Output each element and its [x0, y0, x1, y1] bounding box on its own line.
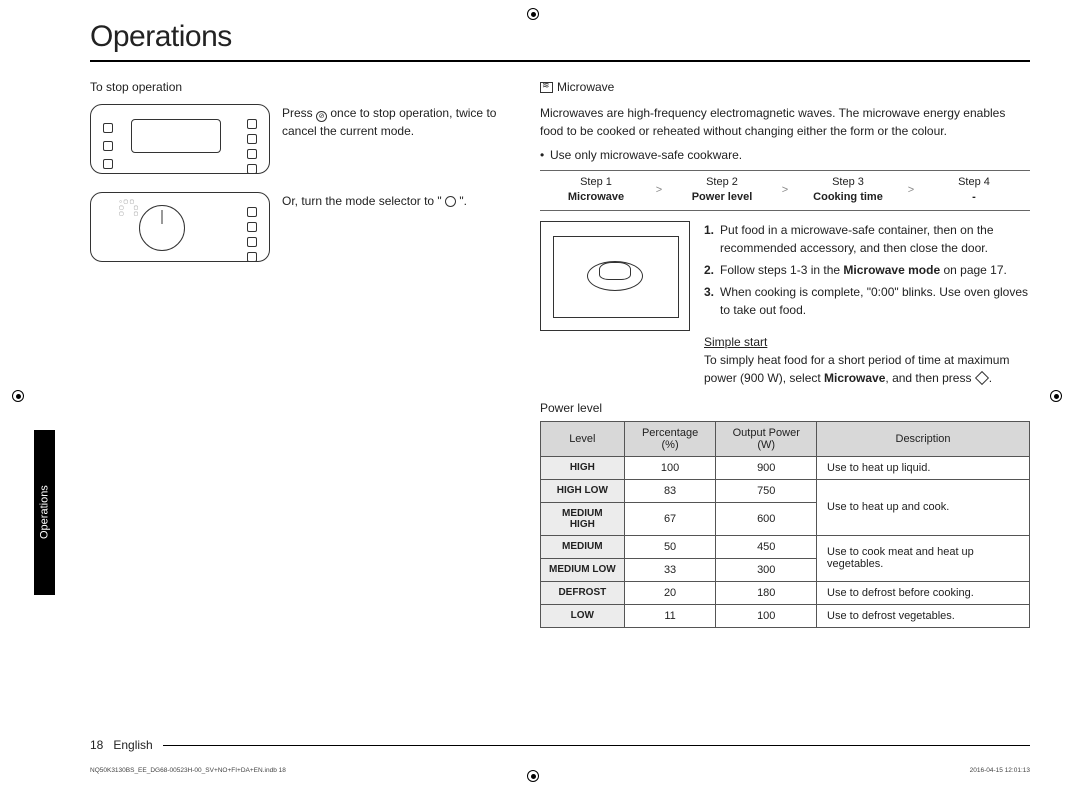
food-placement-illustration — [540, 221, 690, 331]
title-rule — [90, 60, 1030, 62]
table-row: DEFROST20180Use to defrost before cookin… — [541, 581, 1030, 604]
table-row: MEDIUM50450Use to cook meat and heat up … — [541, 535, 1030, 558]
cookware-bullet: Use only microwave-safe cookware. — [540, 146, 1030, 164]
col-percentage: Percentage (%) — [624, 421, 716, 456]
stop-heading: To stop operation — [90, 80, 510, 94]
steps-row: Step 1Microwave > Step 2Power level > St… — [540, 170, 1030, 211]
col-description: Description — [817, 421, 1030, 456]
power-level-heading: Power level — [540, 401, 1030, 415]
microwave-heading: Microwave — [540, 80, 1030, 94]
imprint-file: NQ50K3130BS_EE_DG68-00523H-00_SV+NO+FI+D… — [90, 767, 286, 774]
off-position-icon — [445, 196, 456, 207]
microwave-icon — [540, 82, 553, 93]
step-2: Step 2Power level — [666, 171, 778, 210]
side-tab-operations: Operations — [34, 430, 55, 595]
stop-button-icon: ⊘ — [316, 111, 327, 122]
microwave-description: Microwaves are high-frequency electromag… — [540, 104, 1030, 140]
step-4: Step 4- — [918, 171, 1030, 210]
simple-start-section: Simple start To simply heat food for a s… — [704, 333, 1030, 387]
page-content: Operations To stop operation Press ⊘ onc… — [90, 20, 1030, 780]
step-1: Step 1Microwave — [540, 171, 652, 210]
page-footer: 18 English — [90, 738, 1030, 752]
right-column: Microwave Microwaves are high-frequency … — [540, 80, 1030, 628]
table-row: HIGH100900Use to heat up liquid. — [541, 456, 1030, 479]
imprint-date: 2016-04-15 12:01:13 — [970, 767, 1030, 774]
start-button-icon — [975, 371, 989, 385]
page-language: English — [113, 738, 152, 752]
left-column: To stop operation Press ⊘ once to stop o… — [90, 80, 510, 628]
mode-dial-illustration: ○ ▢ ▢▢ ▢▢ ▢ — [90, 192, 270, 262]
col-level: Level — [541, 421, 625, 456]
step-3: Step 3Cooking time — [792, 171, 904, 210]
page-title: Operations — [90, 20, 1030, 54]
registration-mark-top — [527, 8, 539, 20]
table-row: LOW11100Use to defrost vegetables. — [541, 604, 1030, 627]
table-row: HIGH LOW83750Use to heat up and cook. — [541, 479, 1030, 502]
control-panel-illustration-1 — [90, 104, 270, 174]
registration-mark-right — [1050, 390, 1062, 402]
dial-instruction-text: Or, turn the mode selector to " ". — [282, 192, 467, 210]
imprint-line: NQ50K3130BS_EE_DG68-00523H-00_SV+NO+FI+D… — [90, 767, 1030, 774]
page-number: 18 — [90, 738, 103, 752]
power-level-table: Level Percentage (%) Output Power (W) De… — [540, 421, 1030, 628]
stop-instruction-text: Press ⊘ once to stop operation, twice to… — [282, 104, 510, 140]
registration-mark-left — [12, 390, 24, 402]
footer-rule — [163, 745, 1030, 746]
col-output-power: Output Power (W) — [716, 421, 817, 456]
numbered-instructions: 1.Put food in a microwave-safe container… — [704, 221, 1030, 387]
